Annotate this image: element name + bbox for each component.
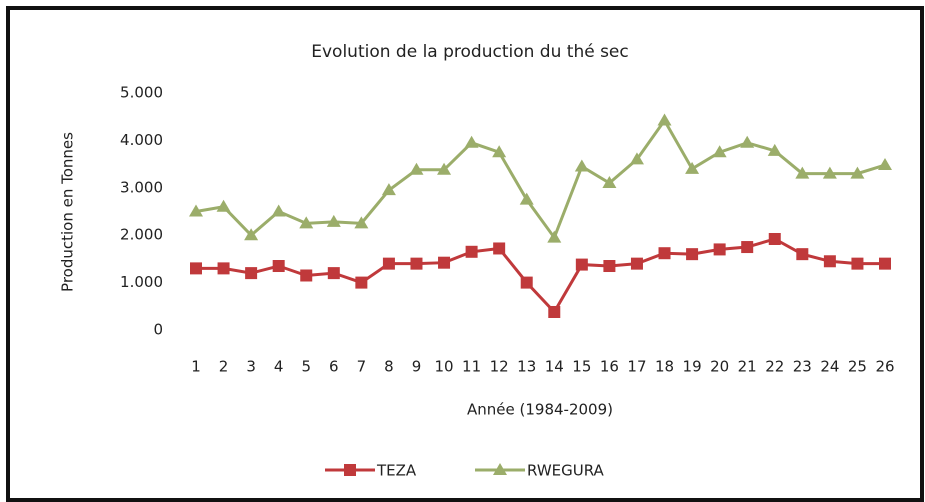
marker xyxy=(879,257,891,270)
marker xyxy=(712,145,727,158)
marker xyxy=(602,176,617,189)
marker xyxy=(519,192,534,205)
chart-title: Evolution de la production du thé sec xyxy=(311,42,629,62)
x-tick-label: 3 xyxy=(246,358,256,376)
marker xyxy=(409,162,424,175)
x-tick-label: 19 xyxy=(683,358,702,376)
marker xyxy=(740,135,755,148)
marker xyxy=(493,463,507,475)
x-tick-label: 6 xyxy=(329,358,339,376)
legend-label: RWEGURA xyxy=(527,462,605,480)
x-tick-label: 20 xyxy=(710,358,729,376)
marker xyxy=(465,245,478,258)
x-tick-label: 15 xyxy=(572,358,591,376)
y-axis-label: Production en Tonnes xyxy=(59,132,77,292)
x-tick-label: 4 xyxy=(274,358,284,376)
marker xyxy=(244,228,259,241)
x-tick-label: 10 xyxy=(434,358,453,376)
legend-label: TEZA xyxy=(376,462,417,480)
x-tick-label: 18 xyxy=(655,358,674,376)
x-axis-label: Année (1984-2009) xyxy=(467,401,613,419)
marker xyxy=(271,204,286,217)
marker xyxy=(686,248,699,261)
marker xyxy=(823,255,836,268)
marker xyxy=(796,248,809,261)
x-tick-label: 9 xyxy=(412,358,422,376)
x-tick-label: 21 xyxy=(738,358,757,376)
marker xyxy=(520,276,533,289)
marker xyxy=(548,305,561,318)
marker xyxy=(603,260,616,273)
marker xyxy=(272,260,285,273)
marker xyxy=(327,267,340,280)
marker xyxy=(189,204,203,217)
marker xyxy=(767,143,782,156)
marker xyxy=(658,247,671,260)
y-tick-label: 2.000 xyxy=(120,226,163,244)
y-tick-label: 3.000 xyxy=(120,178,163,196)
x-tick-label: 22 xyxy=(765,358,784,376)
y-tick-label: 1.000 xyxy=(120,273,163,291)
x-tick-label: 1 xyxy=(191,358,201,376)
x-tick-label: 12 xyxy=(490,358,509,376)
x-tick-label: 24 xyxy=(820,358,839,376)
marker xyxy=(464,135,479,148)
marker xyxy=(575,258,588,271)
y-tick-label: 5.000 xyxy=(120,84,163,102)
y-tick-label: 4.000 xyxy=(120,131,163,149)
x-tick-label: 11 xyxy=(462,358,481,376)
marker xyxy=(355,276,368,289)
marker xyxy=(245,267,258,280)
marker xyxy=(851,257,864,270)
marker xyxy=(629,152,644,165)
marker xyxy=(326,214,341,227)
marker xyxy=(190,262,202,275)
x-tick-label: 25 xyxy=(848,358,867,376)
x-tick-label: 26 xyxy=(875,358,894,376)
marker xyxy=(741,241,754,254)
marker xyxy=(437,162,452,175)
marker xyxy=(713,243,726,256)
x-tick-label: 2 xyxy=(219,358,229,376)
marker xyxy=(768,232,781,245)
marker xyxy=(344,464,356,476)
x-tick-label: 14 xyxy=(545,358,564,376)
x-tick-label: 7 xyxy=(357,358,367,376)
marker xyxy=(795,166,810,179)
series-line xyxy=(195,117,886,241)
x-tick-label: 8 xyxy=(384,358,394,376)
x-tick-label: 23 xyxy=(793,358,812,376)
x-tick-label: 16 xyxy=(600,358,619,376)
marker xyxy=(850,166,865,179)
marker xyxy=(574,159,589,172)
marker xyxy=(547,230,562,243)
marker xyxy=(300,269,313,282)
marker xyxy=(438,256,451,269)
x-tick-label: 13 xyxy=(517,358,536,376)
marker xyxy=(822,166,837,179)
marker xyxy=(878,158,892,171)
marker xyxy=(685,161,700,174)
marker xyxy=(493,242,506,255)
marker xyxy=(216,199,231,212)
marker xyxy=(299,216,314,229)
x-tick-label: 5 xyxy=(301,358,311,376)
marker xyxy=(354,216,369,229)
marker xyxy=(381,183,396,196)
marker xyxy=(492,145,507,158)
marker xyxy=(382,257,395,270)
marker xyxy=(217,262,230,275)
y-tick-label: 0 xyxy=(153,321,163,339)
marker xyxy=(410,257,423,270)
marker xyxy=(630,257,643,270)
marker xyxy=(657,113,672,126)
x-tick-label: 17 xyxy=(627,358,646,376)
